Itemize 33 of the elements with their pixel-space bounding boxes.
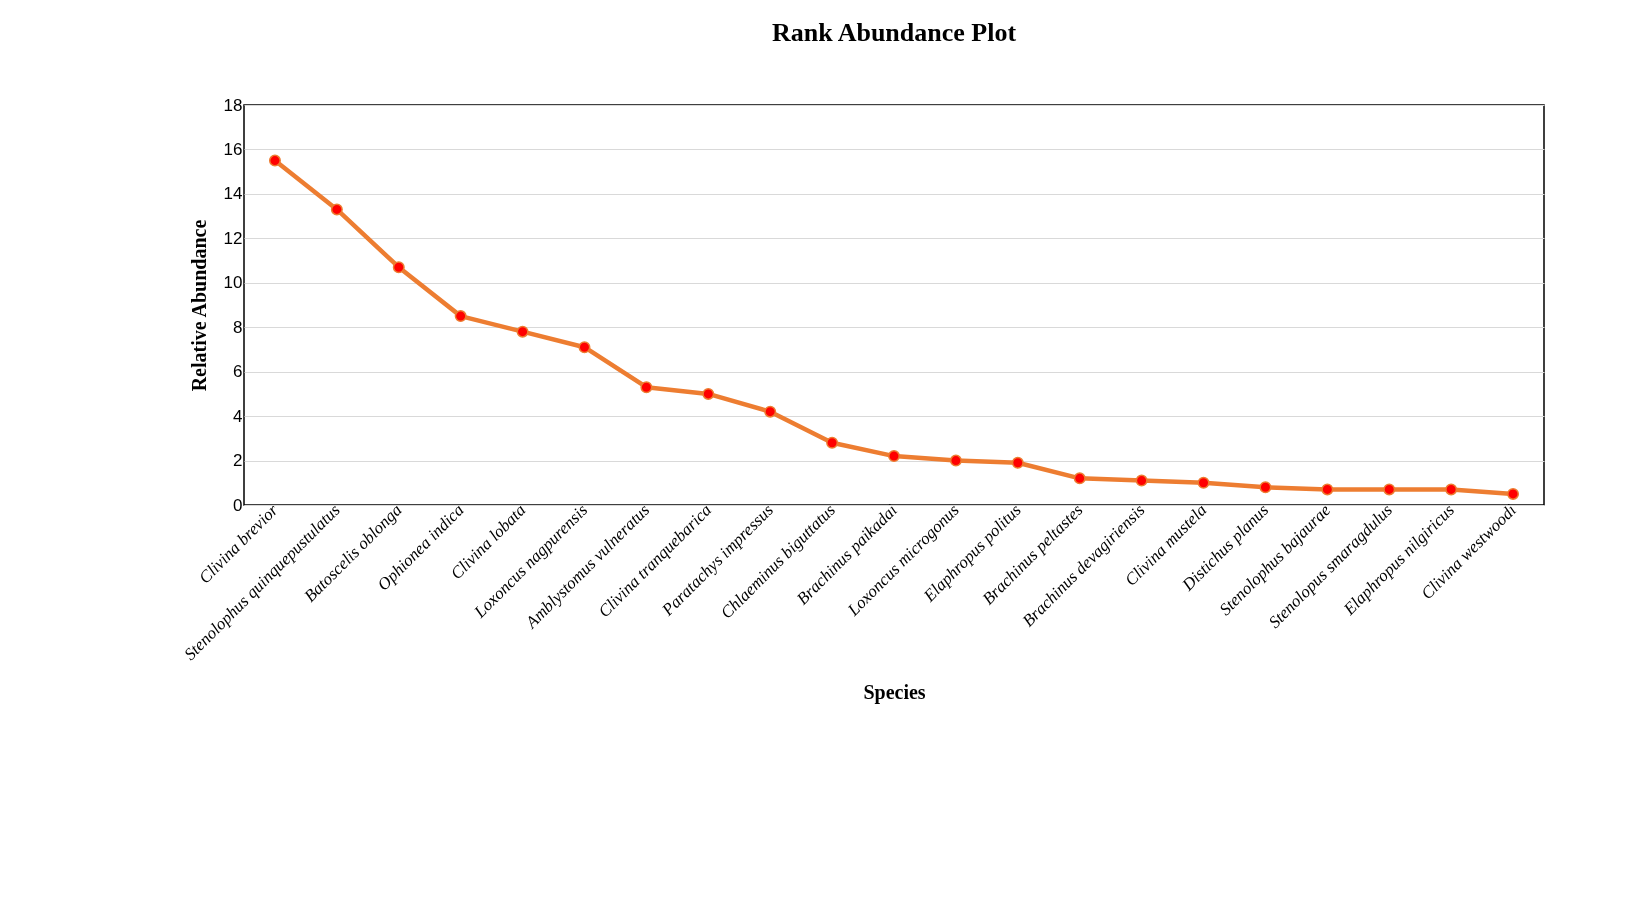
point [764, 405, 777, 418]
point [702, 387, 715, 400]
point [578, 341, 591, 354]
point [1259, 481, 1272, 494]
point [888, 450, 900, 463]
y-tick-label: 2 [233, 451, 243, 471]
y-tick-label: 16 [223, 139, 243, 159]
point [826, 436, 839, 449]
y-tick-label: 8 [233, 317, 243, 337]
point [1321, 483, 1334, 496]
point [268, 154, 281, 167]
y-tick-label: 6 [233, 362, 243, 382]
point [1011, 456, 1024, 469]
point [516, 325, 529, 338]
point [1383, 483, 1396, 496]
point [1445, 483, 1458, 496]
point [1073, 472, 1086, 485]
point [1135, 474, 1148, 487]
point [330, 203, 343, 216]
y-tick-label: 18 [223, 95, 243, 115]
y-tick-label: 10 [223, 273, 243, 293]
point [1197, 476, 1210, 489]
point [392, 261, 405, 274]
y-tick-label: 12 [223, 228, 243, 248]
chart-title: Rank Abundance Plot [771, 18, 1017, 47]
y-axis-title: Relative Abundance [187, 219, 210, 392]
y-tick-label: 14 [223, 184, 243, 204]
y-tick-label: 4 [233, 406, 243, 426]
point [640, 381, 653, 394]
point [1507, 487, 1520, 500]
point [949, 454, 962, 467]
point [454, 310, 467, 323]
x-axis-title: Species [863, 681, 926, 705]
